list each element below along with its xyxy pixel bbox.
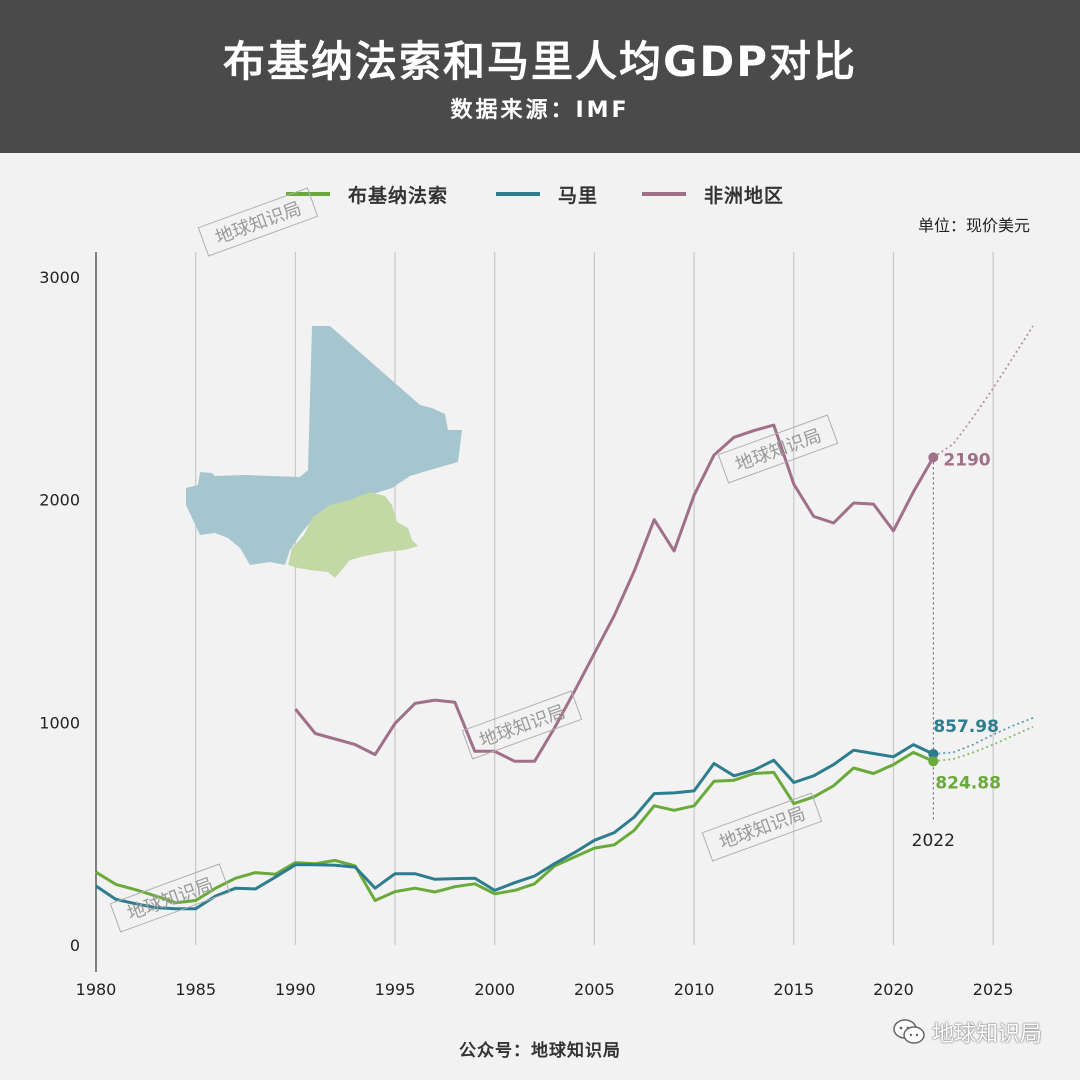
watermark-frame — [197, 187, 319, 257]
watermark-frame — [109, 863, 231, 933]
y-tick-label-2000: 2000 — [39, 491, 80, 510]
x-tick-label-2005: 2005 — [574, 980, 615, 999]
x-tick-label-2010: 2010 — [674, 980, 715, 999]
annotations: 2190 857.98 824.88 2022 — [912, 450, 1001, 851]
wechat-badge: 地球知识局 — [892, 1016, 1042, 1048]
legend-label-mali: 马里 — [558, 184, 599, 207]
africa-line — [294, 423, 935, 763]
legend-label-burkina: 布基纳法索 — [348, 184, 449, 207]
watermark-frame — [461, 690, 583, 760]
series-layer — [95, 325, 1034, 911]
x-tick-label-2020: 2020 — [873, 980, 914, 999]
legend-item-africa[interactable]: 非洲地区 — [642, 182, 785, 207]
watermark-3: 地球知识局 — [717, 414, 839, 484]
watermark-frame — [717, 414, 839, 484]
legend-swatch-mali — [496, 192, 540, 196]
legend: 布基纳法索 马里 非洲地区 — [0, 182, 1080, 207]
x-tick-label-2025: 2025 — [973, 980, 1014, 999]
mali-2022-label: 857.98 — [933, 717, 999, 737]
mali-2022-marker — [928, 748, 939, 759]
africa-line-forecast — [932, 325, 1034, 459]
legend-swatch-africa — [642, 192, 686, 196]
y-tick-label-0: 0 — [70, 936, 80, 955]
x-tick-label-1995: 1995 — [375, 980, 416, 999]
burkina-map-shape — [288, 492, 418, 578]
burkina-line-forecast — [933, 725, 1034, 763]
wechat-label: 地球知识局 — [931, 1022, 1042, 1047]
header-bar: 布基纳法索和马里人均GDP对比 数据来源：IMF — [0, 0, 1080, 153]
unit-label: 单位：现价美元 — [917, 216, 1030, 235]
burkina-2022-label: 824.88 — [935, 773, 1001, 793]
y-tick-label-1000: 1000 — [39, 713, 80, 732]
watermark-4: 地球知识局 — [701, 792, 823, 862]
watermark-1: 地球知识局 — [197, 187, 319, 257]
mali-line — [95, 743, 934, 911]
legend-item-burkina[interactable]: 布基纳法索 — [286, 182, 449, 207]
region-map — [186, 326, 462, 578]
chart-title: 布基纳法索和马里人均GDP对比 — [222, 37, 858, 86]
grid-lines — [95, 252, 994, 972]
chart-subtitle: 数据来源：IMF — [450, 98, 630, 123]
wechat-icon — [893, 1019, 925, 1044]
watermark-frame — [701, 792, 823, 862]
x-tick-label-2015: 2015 — [773, 980, 814, 999]
x-tick-label-1985: 1985 — [175, 980, 216, 999]
footer-source: 公众号：地球知识局 — [459, 1041, 621, 1061]
legend-item-mali[interactable]: 马里 — [496, 182, 599, 207]
watermark-2: 地球知识局 — [461, 690, 583, 760]
x-tick-label-2000: 2000 — [474, 980, 515, 999]
axis-labels: 1980 1985 1990 1995 2000 2005 2010 2015 2020 2025… — [39, 268, 1013, 999]
burkina-line — [95, 750, 934, 905]
x-tick-label-1980: 1980 — [76, 980, 117, 999]
mali-map-shape — [186, 326, 462, 565]
year-2022-label: 2022 — [912, 831, 955, 851]
legend-swatch-burkina — [286, 192, 330, 196]
burkina-2022-marker — [928, 756, 939, 767]
africa-2022-marker — [928, 452, 939, 463]
legend-label-africa: 非洲地区 — [704, 184, 785, 207]
y-tick-label-3000: 3000 — [39, 268, 80, 287]
x-tick-label-1990: 1990 — [275, 980, 316, 999]
mali-line-forecast — [933, 717, 1034, 755]
africa-2022-label: 2190 — [943, 450, 990, 470]
